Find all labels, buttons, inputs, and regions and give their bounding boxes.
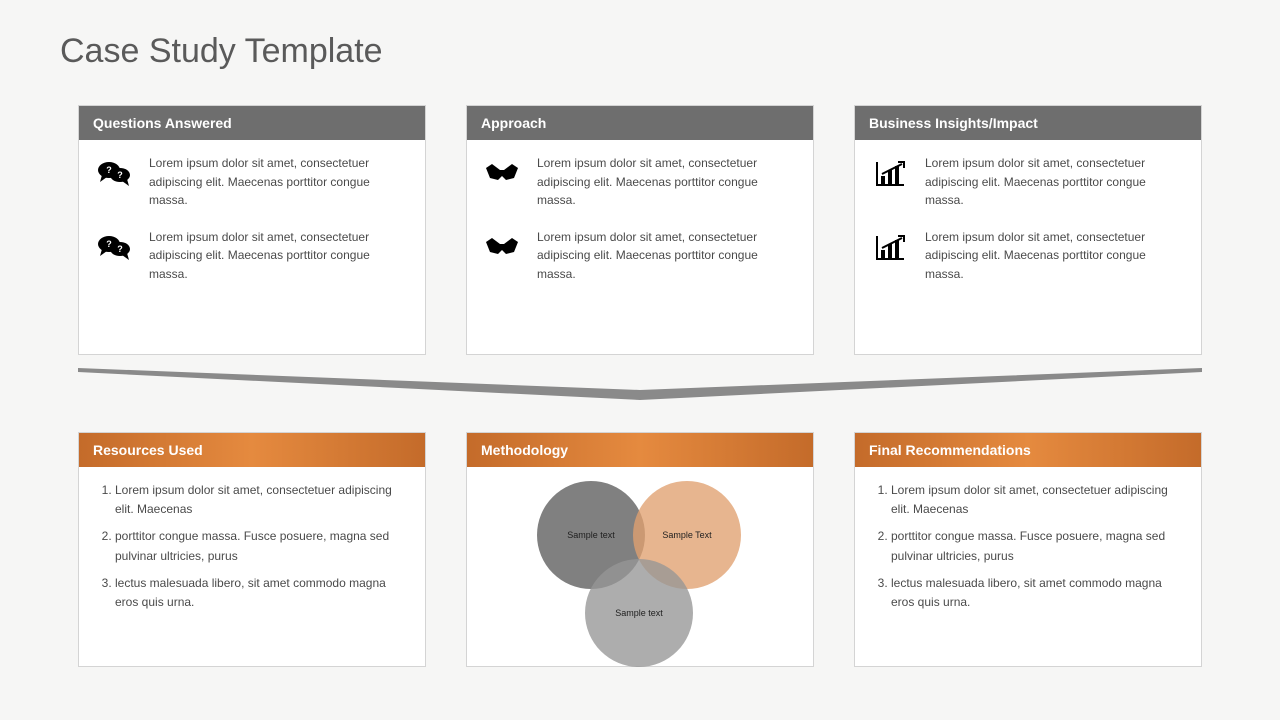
list-item: Lorem ipsum dolor sit amet, consectetuer… [115,481,409,519]
card-header-questions: Questions Answered [79,106,425,140]
svg-text:?: ? [117,244,123,254]
card-methodology: Methodology Sample text Sample Text Samp… [466,432,814,667]
card-recommendations: Final Recommendations Lorem ipsum dolor … [854,432,1202,667]
list-item: porttitor congue massa. Fusce posuere, m… [891,527,1185,565]
handshake-icon [483,154,521,210]
card-questions: Questions Answered ?? Lorem ipsum dolor … [78,105,426,355]
top-row: Questions Answered ?? Lorem ipsum dolor … [78,105,1202,355]
card-header-recommendations: Final Recommendations [855,433,1201,467]
question-item-text: Lorem ipsum dolor sit amet, consectetuer… [149,154,409,210]
question-bubble-icon: ?? [95,228,133,284]
svg-text:?: ? [106,165,112,175]
bottom-row: Resources Used Lorem ipsum dolor sit ame… [78,432,1202,667]
card-resources: Resources Used Lorem ipsum dolor sit ame… [78,432,426,667]
bar-chart-icon [871,228,909,284]
bar-chart-icon [871,154,909,210]
resources-list: Lorem ipsum dolor sit amet, consectetuer… [115,481,409,612]
approach-item-text: Lorem ipsum dolor sit amet, consectetuer… [537,228,797,284]
card-header-methodology: Methodology [467,433,813,467]
list-item: porttitor congue massa. Fusce posuere, m… [115,527,409,565]
question-bubble-icon: ?? [95,154,133,210]
card-approach: Approach Lorem ipsum dolor sit amet, con… [466,105,814,355]
insights-item-text: Lorem ipsum dolor sit amet, consectetuer… [925,228,1185,284]
venn-circle: Sample text [585,559,693,667]
question-item-text: Lorem ipsum dolor sit amet, consectetuer… [149,228,409,284]
approach-item-text: Lorem ipsum dolor sit amet, consectetuer… [537,154,797,210]
list-item: lectus malesuada libero, sit amet commod… [115,574,409,612]
page-title: Case Study Template [60,32,383,71]
venn-diagram: Sample text Sample Text Sample text [525,481,755,671]
card-header-insights: Business Insights/Impact [855,106,1201,140]
card-header-resources: Resources Used [79,433,425,467]
divider-arrow-icon [78,366,1202,402]
svg-text:?: ? [106,239,112,249]
handshake-icon [483,228,521,284]
insights-item-text: Lorem ipsum dolor sit amet, consectetuer… [925,154,1185,210]
recommendations-list: Lorem ipsum dolor sit amet, consectetuer… [891,481,1185,612]
list-item: lectus malesuada libero, sit amet commod… [891,574,1185,612]
card-insights: Business Insights/Impact Lorem ipsum dol… [854,105,1202,355]
svg-text:?: ? [117,170,123,180]
card-header-approach: Approach [467,106,813,140]
list-item: Lorem ipsum dolor sit amet, consectetuer… [891,481,1185,519]
